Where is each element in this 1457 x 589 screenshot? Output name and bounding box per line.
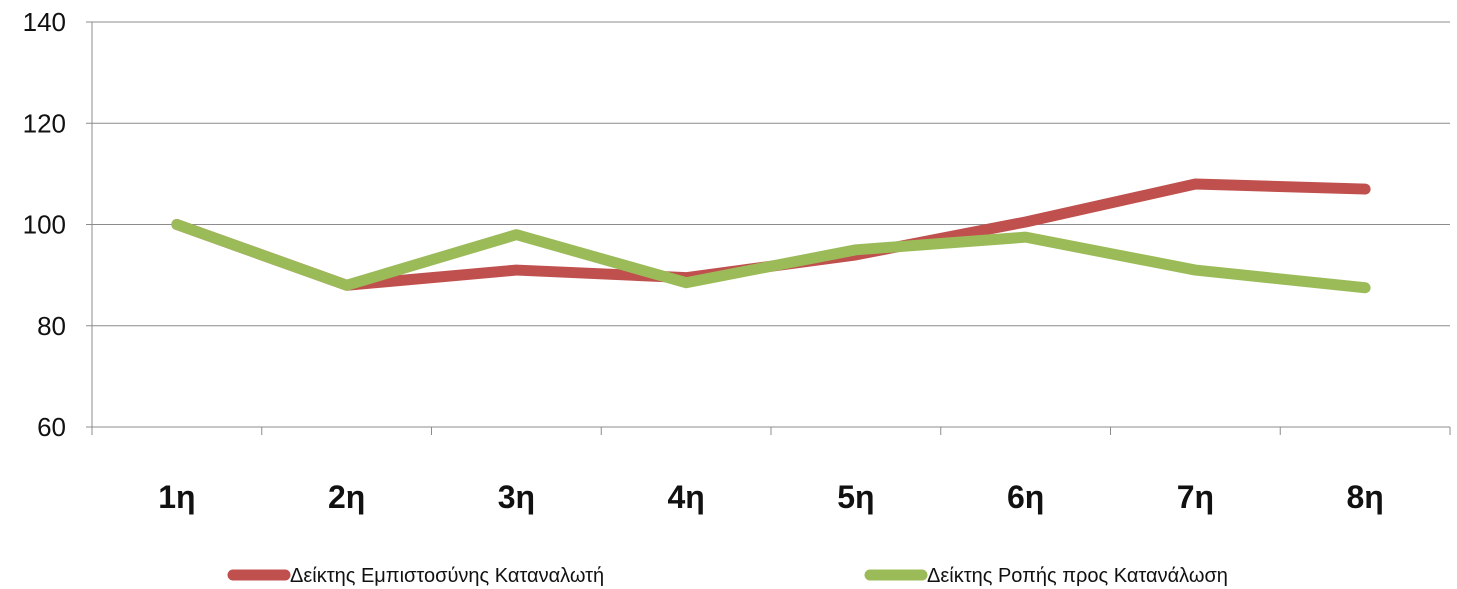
series-line-2: [171, 219, 1371, 294]
y-tick-label: 100: [23, 210, 66, 240]
legend-label-2: Δείκτης Ροπής προς Κατανάλωση: [927, 565, 1228, 587]
y-axis-ticks: 60 80 100 120 140: [23, 7, 66, 442]
y-tick-label: 120: [23, 108, 66, 138]
gridlines: [92, 21, 1450, 327]
x-tick-label: 2η: [328, 479, 365, 515]
y-tick-label: 140: [23, 7, 66, 37]
y-tick-label: 80: [37, 311, 66, 341]
x-tick-label: 3η: [498, 479, 535, 515]
x-tick-label: 1η: [158, 479, 195, 515]
x-axis-ticks: 1η 2η 3η 4η 5η 6η 7η 8η: [158, 479, 1384, 515]
x-tick-label: 4η: [667, 479, 704, 515]
series-lines: [171, 178, 1371, 294]
x-tick-label: 7η: [1177, 479, 1214, 515]
legend-label-1: Δείκτης Εμπιστοσύνης Καταναλωτή: [290, 565, 604, 587]
legend: Δείκτης Εμπιστοσύνης Καταναλωτή Δείκτης Ρ…: [227, 565, 1228, 587]
y-tick-label: 60: [37, 412, 66, 442]
axes: [86, 21, 1451, 435]
x-tick-label: 6η: [1007, 479, 1044, 515]
x-tick-label: 8η: [1346, 479, 1383, 515]
x-tick-label: 5η: [837, 479, 874, 515]
